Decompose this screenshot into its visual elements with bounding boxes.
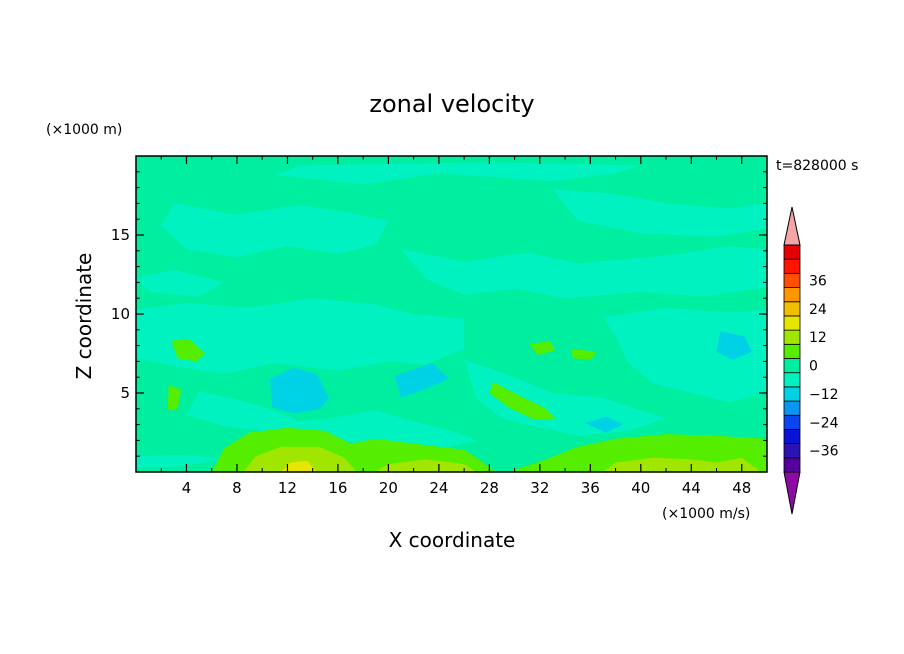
contour-region <box>375 459 477 472</box>
x-tick-label: 28 <box>480 479 499 497</box>
colorbar-tick-label: 36 <box>809 273 827 289</box>
contour-region <box>136 298 465 374</box>
contour-region <box>136 454 225 468</box>
x-tick-label: 40 <box>631 479 650 497</box>
contour-region <box>571 348 597 360</box>
colorbar-band <box>783 358 801 374</box>
colorbar-band <box>783 429 801 445</box>
contour-region <box>161 203 389 258</box>
colorbar-band <box>783 287 801 303</box>
y-tick-label: 15 <box>111 226 130 244</box>
x-tick-label: 4 <box>182 479 192 497</box>
colorbar-tick-label: −36 <box>809 444 839 460</box>
contour-region <box>489 381 557 420</box>
colorbar-band <box>783 315 801 331</box>
colorbar-band <box>783 400 801 416</box>
contour-region <box>716 331 752 360</box>
y-axis: 5 10 15 <box>111 171 767 457</box>
contour-region <box>136 156 767 160</box>
contour-region <box>136 269 225 297</box>
colorbar-band <box>783 244 801 260</box>
contour-region <box>274 162 641 185</box>
colorbar-under-triangle <box>783 471 801 515</box>
contour-region <box>401 246 767 299</box>
colorbar-band <box>783 343 801 359</box>
colorbar-unit-label: (×1000 m/s) <box>662 506 750 522</box>
contour-region <box>269 367 330 414</box>
colorbar-band <box>783 372 801 388</box>
y-tick-label: 10 <box>111 305 130 323</box>
x-tick-label: 8 <box>232 479 242 497</box>
colorbar-over-triangle <box>783 206 801 246</box>
x-tick-label: 36 <box>581 479 600 497</box>
y-tick-label: 5 <box>120 384 130 402</box>
contour-region <box>186 391 477 450</box>
contour-region <box>394 363 449 398</box>
contour-plot-area <box>135 155 768 473</box>
chart-title: zonal velocity <box>369 90 534 118</box>
contour-region <box>281 460 317 472</box>
contour-region <box>585 416 624 433</box>
contour-region <box>552 189 767 237</box>
colorbar-band <box>783 443 801 459</box>
colorbar-tick-label: 24 <box>809 302 827 318</box>
colorbar-band <box>783 272 801 288</box>
time-label: t=828000 s <box>776 158 858 174</box>
x-axis-label: X coordinate <box>389 528 516 552</box>
colorbar-tick-label: −12 <box>809 387 839 403</box>
contour-region <box>171 339 206 362</box>
colorbar-band <box>783 301 801 317</box>
y-axis-label: Z coordinate <box>72 253 96 380</box>
colorbar-band <box>783 258 801 274</box>
contour-region <box>529 340 555 356</box>
x-scale-label: (×1000 m) <box>46 122 122 138</box>
contour-region <box>602 457 761 472</box>
contour-region <box>167 385 182 411</box>
colorbar-tick-label: 12 <box>809 330 827 346</box>
colorbar-band <box>783 329 801 345</box>
colorbar-tick-label: 0 <box>809 359 818 375</box>
contour-region <box>243 446 357 472</box>
colorbar: 36 24 12 0 −12 −24 −36 <box>783 206 839 515</box>
x-tick-label: 32 <box>530 479 549 497</box>
x-tick-label: 16 <box>328 479 347 497</box>
x-tick-label: 44 <box>682 479 701 497</box>
x-tick-label: 12 <box>278 479 297 497</box>
colorbar-band <box>783 457 801 473</box>
colorbar-tick-label: −24 <box>809 415 839 431</box>
colorbar-band <box>783 386 801 402</box>
colorbar-band <box>783 414 801 430</box>
contour-region <box>602 307 767 403</box>
contour-region <box>464 359 666 436</box>
x-tick-label: 20 <box>379 479 398 497</box>
x-axis: 4 8 12 16 20 24 28 32 36 40 44 48 <box>160 156 751 497</box>
x-tick-label: 24 <box>429 479 448 497</box>
x-tick-label: 48 <box>732 479 751 497</box>
